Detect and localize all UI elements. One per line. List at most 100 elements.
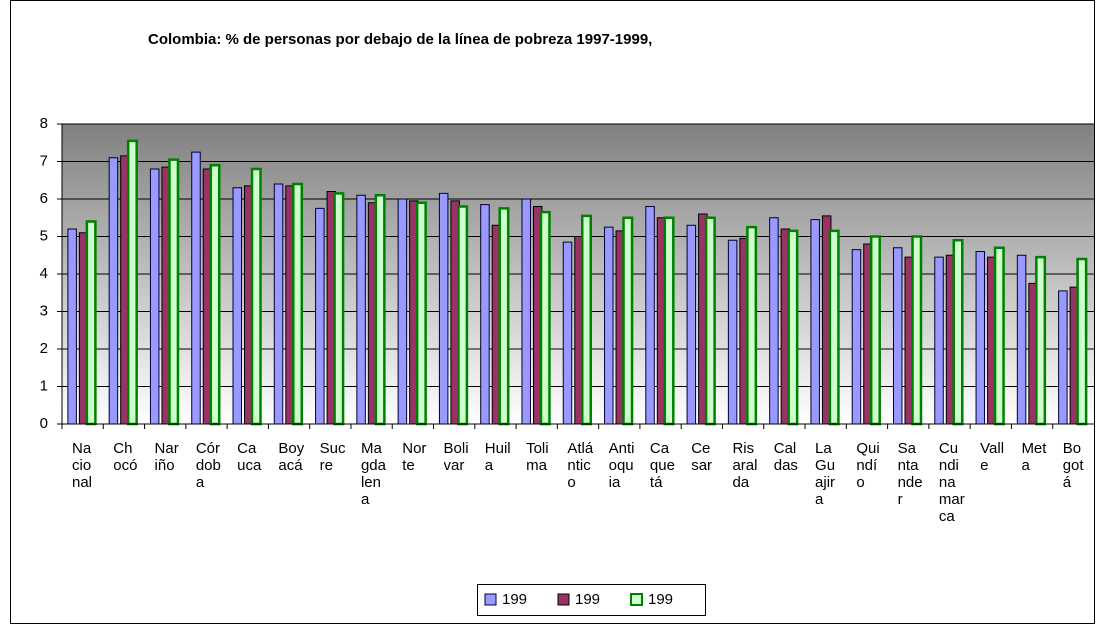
bar bbox=[869, 235, 881, 426]
x-tick-label-box: Atlántico bbox=[567, 440, 594, 491]
bar bbox=[273, 183, 284, 425]
bar bbox=[333, 192, 345, 426]
x-tick-label: Caquetá bbox=[649, 440, 675, 491]
bar bbox=[415, 201, 427, 426]
bar bbox=[292, 182, 304, 426]
bar bbox=[993, 246, 1005, 426]
bar bbox=[934, 256, 944, 425]
bar bbox=[539, 210, 551, 426]
x-tick-label: Valle bbox=[980, 440, 1005, 474]
bar bbox=[108, 157, 119, 425]
bar bbox=[356, 194, 366, 425]
bar bbox=[604, 226, 614, 425]
bar bbox=[498, 207, 510, 426]
bar bbox=[810, 219, 820, 425]
y-tick-label: 2 bbox=[40, 340, 48, 357]
x-tick-label: La Guajira bbox=[815, 440, 836, 508]
bar bbox=[787, 229, 799, 426]
x-tick-label-box: Quindío bbox=[856, 440, 880, 491]
x-tick-label: Atlántico bbox=[567, 440, 594, 491]
bar bbox=[851, 249, 862, 425]
bar bbox=[562, 241, 573, 425]
x-tick-label-box: Cauca bbox=[237, 440, 262, 474]
bar bbox=[975, 251, 986, 425]
x-tick-label-box: Antioquia bbox=[608, 440, 635, 491]
legend-swatch bbox=[484, 593, 497, 606]
bar bbox=[315, 207, 325, 425]
legend-swatch bbox=[630, 593, 643, 606]
x-tick-label-box: La Guajira bbox=[815, 440, 836, 508]
bar bbox=[126, 139, 138, 426]
legend-label: 199 bbox=[502, 591, 527, 608]
x-tick-label: Nariño bbox=[154, 440, 179, 474]
y-tick-label: 3 bbox=[40, 302, 48, 319]
bar bbox=[1076, 257, 1088, 426]
x-tick-label: Santander bbox=[897, 440, 923, 508]
bar bbox=[85, 220, 97, 426]
x-tick-label: Magdalena bbox=[360, 440, 386, 508]
bar bbox=[209, 164, 221, 426]
legend bbox=[477, 584, 706, 616]
bar bbox=[374, 194, 386, 426]
chart-title: Colombia: % de personas por debajo de la… bbox=[148, 31, 652, 48]
bar bbox=[457, 205, 469, 426]
x-tick-label: Cundinamarca bbox=[938, 440, 965, 525]
x-tick-label: Norte bbox=[402, 440, 427, 474]
x-tick-label: Cesar bbox=[691, 440, 713, 474]
x-tick-label: Córdoba bbox=[195, 440, 221, 491]
x-tick-label: Bolivar bbox=[443, 440, 469, 474]
x-tick-label: Cauca bbox=[237, 440, 262, 474]
x-tick-label: Antioquia bbox=[608, 440, 635, 491]
bar bbox=[645, 206, 655, 425]
bar bbox=[686, 224, 697, 425]
x-tick-label-box: Tolima bbox=[526, 440, 549, 474]
y-tick-label: 5 bbox=[40, 227, 48, 244]
bar bbox=[1016, 254, 1027, 425]
x-tick-label-box: Caldas bbox=[773, 440, 798, 474]
x-tick-label-box: Nacional bbox=[72, 440, 93, 491]
bar bbox=[622, 216, 634, 426]
x-tick-label-box: Huila bbox=[484, 440, 511, 474]
x-tick-label: Bogotá bbox=[1062, 440, 1084, 491]
bar bbox=[952, 239, 964, 426]
x-tick-label: Chocó bbox=[113, 440, 138, 474]
x-tick-label: Caldas bbox=[773, 440, 798, 474]
bar bbox=[1035, 255, 1047, 426]
x-tick-label-box: Magdalena bbox=[360, 440, 386, 508]
x-tick-label: Sucre bbox=[319, 440, 346, 474]
x-tick-label-box: Cesar bbox=[691, 440, 713, 474]
x-tick-label: Quindío bbox=[856, 440, 880, 491]
legend-label: 199 bbox=[575, 591, 600, 608]
x-tick-label-box: Boyacá bbox=[278, 440, 304, 474]
bar bbox=[397, 198, 408, 425]
bar bbox=[911, 235, 923, 426]
x-tick-label-box: Bogotá bbox=[1062, 440, 1084, 491]
bar bbox=[892, 247, 903, 425]
x-tick-label-box: Valle bbox=[980, 440, 1005, 474]
x-tick-label: Nacional bbox=[72, 440, 93, 491]
bar bbox=[67, 228, 77, 425]
bar bbox=[191, 151, 201, 425]
legend-swatch bbox=[557, 593, 570, 606]
x-tick-label: Huila bbox=[484, 440, 511, 474]
x-tick-label-box: Cundinamarca bbox=[938, 440, 965, 525]
y-tick-label: 8 bbox=[40, 115, 48, 132]
bar bbox=[232, 187, 243, 425]
bar bbox=[250, 167, 262, 426]
x-tick-label-box: Norte bbox=[402, 440, 427, 474]
x-tick-label-box: Risaralda bbox=[732, 440, 757, 491]
x-tick-label-box: Caquetá bbox=[649, 440, 675, 491]
bar bbox=[704, 216, 716, 426]
bar bbox=[438, 192, 449, 425]
bar bbox=[663, 216, 675, 426]
x-tick-label-box: Sucre bbox=[319, 440, 346, 474]
x-tick-label-box: Nariño bbox=[154, 440, 179, 474]
x-tick-label-box: Córdoba bbox=[195, 440, 221, 491]
bar bbox=[581, 214, 592, 426]
bar bbox=[480, 204, 490, 425]
x-tick-label-box: Santander bbox=[897, 440, 923, 508]
bar bbox=[727, 239, 738, 425]
x-tick-label: Tolima bbox=[526, 440, 549, 474]
bar bbox=[828, 229, 840, 426]
